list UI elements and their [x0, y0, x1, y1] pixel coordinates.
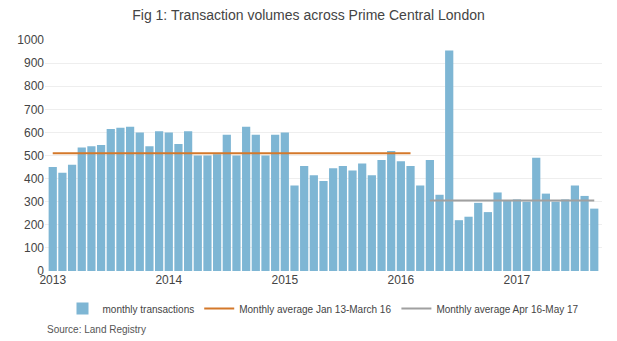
- svg-text:500: 500: [24, 149, 44, 163]
- svg-text:Monthly average Apr 16-May 17: Monthly average Apr 16-May 17: [436, 304, 578, 315]
- svg-text:300: 300: [24, 195, 44, 209]
- svg-text:0: 0: [37, 264, 44, 278]
- svg-text:2017: 2017: [504, 273, 531, 287]
- svg-text:2014: 2014: [155, 273, 182, 287]
- svg-text:Source: Land Registry: Source: Land Registry: [47, 324, 146, 335]
- svg-text:monthly transactions: monthly transactions: [103, 304, 195, 315]
- svg-text:700: 700: [24, 103, 44, 117]
- svg-text:2016: 2016: [388, 273, 415, 287]
- svg-text:1000: 1000: [17, 33, 44, 47]
- svg-text:900: 900: [24, 56, 44, 70]
- svg-text:600: 600: [24, 126, 44, 140]
- svg-text:Fig 1: Transaction volumes acr: Fig 1: Transaction volumes across Prime …: [132, 7, 485, 23]
- svg-text:2015: 2015: [271, 273, 298, 287]
- svg-text:200: 200: [24, 218, 44, 232]
- svg-text:2013: 2013: [39, 273, 66, 287]
- svg-text:100: 100: [24, 241, 44, 255]
- svg-text:800: 800: [24, 79, 44, 93]
- svg-text:400: 400: [24, 172, 44, 186]
- svg-text:Monthly average Jan 13-March 1: Monthly average Jan 13-March 16: [239, 304, 391, 315]
